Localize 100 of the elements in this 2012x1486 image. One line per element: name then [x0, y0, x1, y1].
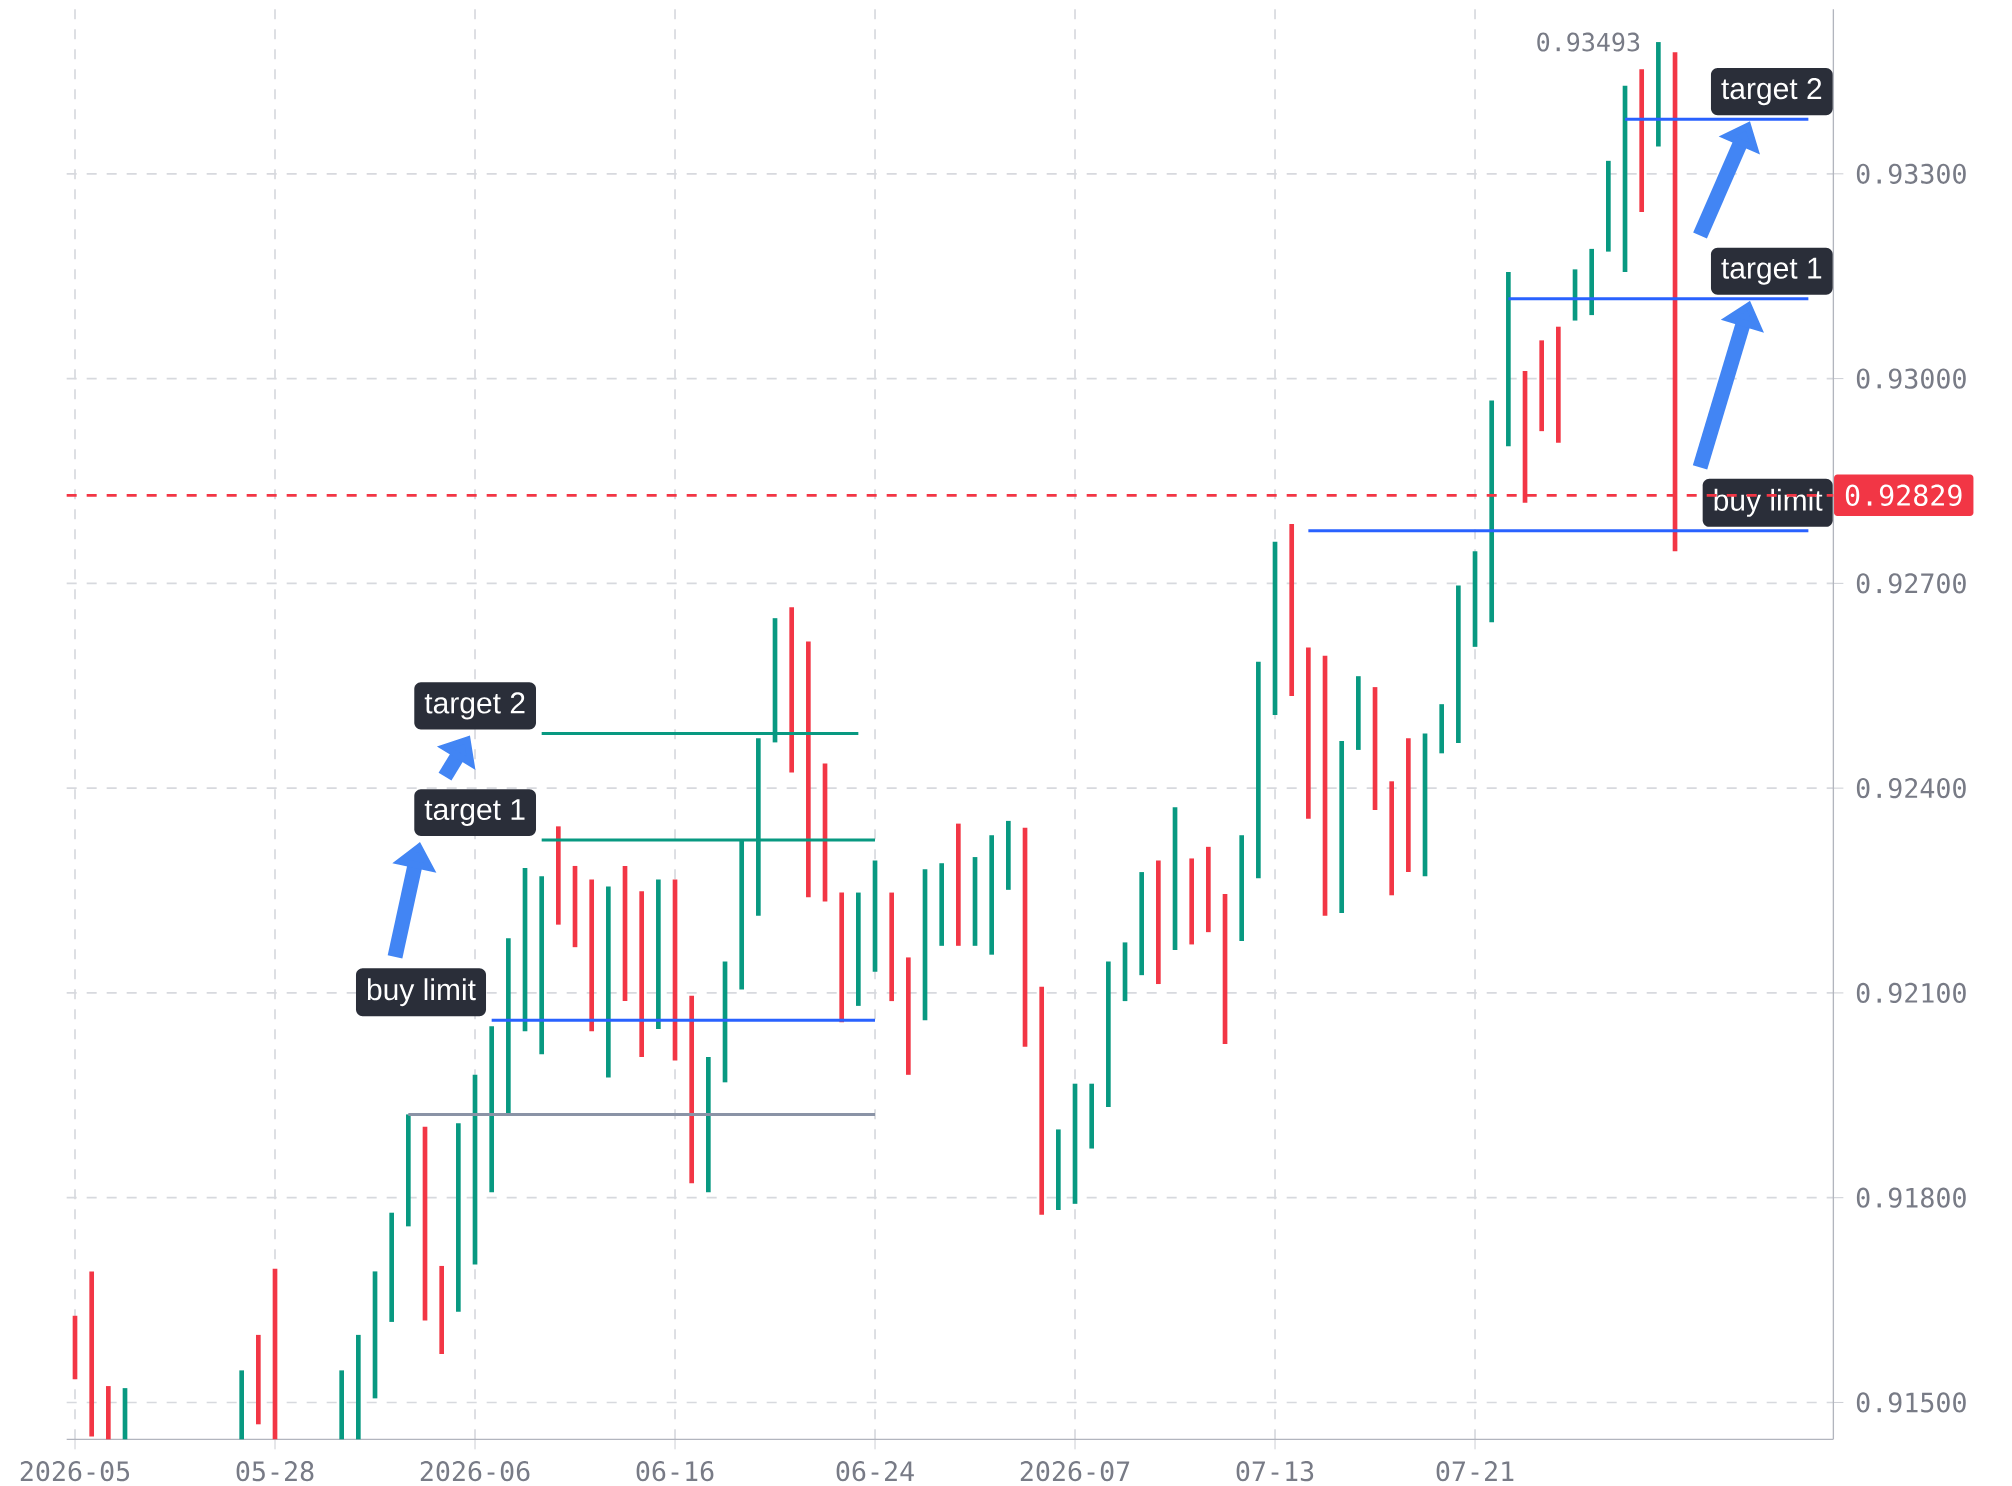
candlestick	[272, 1268, 278, 1440]
candlestick	[1239, 835, 1245, 942]
candlestick	[239, 1370, 245, 1440]
y-tick-label: 0.93000	[1856, 368, 1966, 389]
series-label: buy limit	[1714, 488, 1823, 517]
y-tick-label: 0.93300	[1856, 163, 1966, 184]
candlestick	[1272, 541, 1278, 716]
candlestick	[1356, 676, 1361, 750]
candlestick	[1039, 986, 1045, 1215]
candlestick	[439, 1265, 445, 1354]
candlestick	[1089, 1083, 1095, 1149]
candlestick	[472, 1074, 478, 1265]
candlestick	[1189, 858, 1195, 945]
candlestick	[1256, 661, 1261, 879]
candlestick	[956, 823, 961, 946]
x-tick-label: 2026-06	[420, 1461, 530, 1482]
candlestick	[1472, 551, 1478, 647]
candlestick	[672, 879, 678, 1061]
candlestick	[1456, 585, 1461, 744]
candlestick	[1222, 893, 1228, 1045]
candlestick	[1056, 1129, 1061, 1210]
candlestick	[1306, 647, 1311, 819]
candlestick	[339, 1370, 345, 1440]
candlestick	[506, 938, 511, 1115]
candlestick	[372, 1271, 378, 1399]
y-tick-label: 0.91800	[1856, 1187, 1966, 1208]
candlestick	[1372, 687, 1378, 810]
candlestick	[572, 865, 578, 948]
x-tick-label: 07-21	[1436, 1461, 1514, 1482]
candlestick	[706, 1057, 711, 1193]
candlestick	[1156, 860, 1161, 985]
candlestick	[1489, 400, 1495, 623]
candlestick	[1439, 704, 1445, 754]
candlestick	[1639, 69, 1645, 213]
candlestick	[722, 961, 728, 1083]
y-tick-label: 0.92700	[1856, 573, 1966, 594]
candlestick	[1172, 807, 1178, 950]
x-tick-label: 2026-05	[20, 1461, 130, 1482]
candlestick	[556, 826, 561, 925]
candlestick	[922, 869, 928, 1021]
candlestick	[1506, 272, 1511, 447]
candlestick	[406, 1114, 411, 1227]
candlestick	[389, 1212, 395, 1322]
x-tick-label: 07-13	[1236, 1461, 1314, 1482]
series-label: target 2	[424, 692, 525, 720]
candlestick	[622, 865, 628, 1002]
candlestick	[1022, 827, 1028, 1047]
candlestick	[1572, 269, 1578, 321]
y-tick-label: 0.92100	[1856, 982, 1966, 1003]
candlestick	[1006, 820, 1011, 890]
candlestick	[889, 892, 895, 1002]
candlestick	[1606, 160, 1611, 252]
candlestick	[1122, 942, 1128, 1002]
candlestick	[89, 1271, 95, 1437]
candlestick	[356, 1334, 361, 1440]
candlestick	[1556, 326, 1561, 443]
candlestick	[1322, 655, 1328, 916]
candlestick	[1656, 42, 1661, 147]
candlestick	[1339, 741, 1345, 914]
candlestick	[856, 892, 861, 1006]
x-tick-label: 2026-07	[1020, 1461, 1130, 1482]
candlestick	[1406, 738, 1411, 873]
candlestick	[872, 860, 878, 972]
candlestick	[606, 886, 611, 1078]
candlestick	[489, 1026, 495, 1193]
candlestick	[1106, 961, 1111, 1107]
y-tick-label: 0.91500	[1856, 1392, 1966, 1413]
series-label: buy limit	[367, 978, 476, 1007]
candlestick	[656, 879, 661, 1030]
candlestick	[939, 863, 945, 946]
candlestick	[456, 1123, 461, 1312]
candlestick	[1422, 733, 1428, 877]
candlestick	[1072, 1083, 1078, 1204]
series-label: target 2	[1721, 78, 1822, 106]
candlestick	[822, 763, 828, 902]
x-tick-label: 06-24	[836, 1461, 914, 1482]
candlestick	[989, 835, 995, 955]
candlestick	[1589, 248, 1595, 316]
candlestick	[1539, 340, 1545, 432]
annotation: 0.93493	[1537, 32, 1640, 52]
candlestick	[1289, 523, 1295, 696]
candlestick	[422, 1126, 428, 1321]
candlestick	[639, 891, 645, 1058]
x-tick-label: 05-28	[236, 1461, 314, 1482]
candlestick	[806, 641, 811, 898]
ref-line-label: 0.92829	[1845, 484, 1962, 507]
y-tick-label: 0.92400	[1856, 778, 1966, 799]
candlestick	[1206, 846, 1211, 933]
series-label: target 1	[424, 799, 525, 827]
candlestick	[1389, 781, 1395, 896]
candlestick	[1622, 85, 1628, 273]
series-label: target 1	[1721, 257, 1822, 285]
candlestick	[689, 995, 695, 1184]
candlestick	[256, 1334, 261, 1425]
candlestick	[522, 868, 528, 1032]
candlestick	[106, 1386, 111, 1440]
candlestick	[972, 857, 978, 946]
candlestick	[789, 607, 795, 773]
candlestick	[122, 1388, 128, 1440]
candlestick	[72, 1315, 78, 1380]
